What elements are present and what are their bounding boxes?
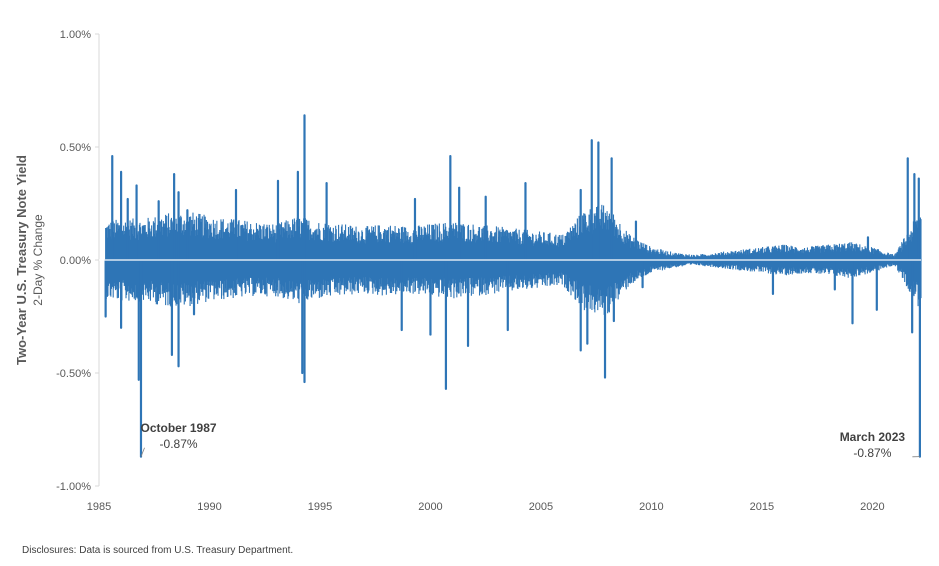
- x-tick-label: 1990: [197, 501, 221, 513]
- annotations: October 1987 -0.87% March 2023 -0.87%: [141, 421, 920, 460]
- annotation-title: March 2023: [840, 430, 906, 444]
- annotation-leader: [140, 447, 145, 457]
- yield-change-chart: 1.00% 0.50% 0.00% -0.50% -1.00% 1985 1990 1995 2…: [14, 29, 922, 513]
- y-tick-label: 1.00%: [60, 29, 91, 41]
- axes: 1.00% 0.50% 0.00% -0.50% -1.00% 1985 1990 1995 2…: [56, 29, 884, 513]
- y-tick-label: -0.50%: [56, 368, 91, 380]
- x-tick-label: 1985: [87, 501, 111, 513]
- x-tick-label: 2015: [750, 501, 774, 513]
- x-tick-label: 2020: [860, 501, 884, 513]
- disclosure-text: Disclosures: Data is sourced from U.S. T…: [22, 545, 294, 556]
- y-tick-label: -1.00%: [56, 481, 91, 493]
- x-tick-label: 2000: [418, 501, 442, 513]
- y-axis-title: Two-Year U.S. Treasury Note Yield: [14, 155, 29, 365]
- annotation-value: -0.87%: [853, 446, 891, 460]
- annotation-title: October 1987: [141, 421, 217, 435]
- x-tick-label: 1995: [308, 501, 332, 513]
- annotation-value: -0.87%: [160, 437, 198, 451]
- x-tick-label: 2005: [529, 501, 553, 513]
- y-tick-label: 0.50%: [60, 142, 91, 154]
- y-axis-subtitle: 2-Day % Change: [31, 214, 45, 306]
- plot-area: [99, 114, 922, 458]
- axis-labels: Two-Year U.S. Treasury Note Yield 2-Day …: [14, 155, 45, 365]
- y-tick-label: 0.00%: [60, 255, 91, 267]
- x-tick-label: 2010: [639, 501, 663, 513]
